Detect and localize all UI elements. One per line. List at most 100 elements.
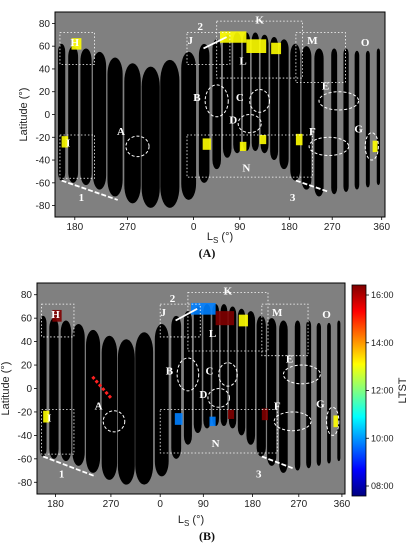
swath-23: [343, 48, 349, 192]
region-label-m: M: [272, 307, 283, 319]
swath-16: [260, 34, 269, 154]
region-label-e: E: [286, 354, 293, 366]
region-label-f: F: [274, 401, 281, 413]
track-3: [295, 179, 330, 193]
colorbar-tick-label: 10:00: [371, 433, 394, 443]
y-tick-label: -60: [36, 178, 51, 189]
ellipse-c: [218, 362, 238, 387]
swath-11: [212, 39, 221, 170]
swath-6: [124, 63, 141, 204]
swath-24: [354, 50, 360, 190]
swath-18: [279, 39, 289, 170]
region-label-2: 2: [197, 21, 203, 33]
y-tick-label: -80: [18, 478, 33, 489]
swath-13: [233, 32, 242, 154]
highlight-5: [238, 314, 248, 327]
region-label-3: 3: [256, 469, 262, 481]
y-tick-label: -40: [18, 431, 33, 442]
swath-22: [294, 320, 301, 471]
swath-26: [376, 48, 381, 186]
region-label-b: B: [166, 365, 174, 377]
x-tick-label: 180: [66, 222, 83, 233]
ellipse-c: [249, 88, 271, 113]
swath-24: [316, 322, 321, 466]
ellipse-e: [318, 91, 360, 111]
panel-label: (A): [199, 246, 216, 260]
swath-20: [267, 318, 277, 466]
swath-19: [290, 43, 301, 181]
x-tick-label: 180: [281, 222, 298, 233]
colorbar-tick-label: 16:00: [371, 290, 394, 300]
ellipse-d: [237, 114, 262, 134]
swath-20: [301, 46, 312, 190]
highlight-8: [333, 415, 339, 428]
swath-21: [279, 320, 288, 473]
region-label-3: 3: [290, 192, 296, 204]
x-tick-label: 270: [324, 222, 341, 233]
swath-5: [85, 329, 101, 473]
region-label-o: O: [322, 309, 331, 321]
y-tick-label: -40: [36, 156, 51, 167]
region-label-b: B: [193, 92, 201, 104]
swath-22: [331, 48, 338, 195]
region-label-g: G: [354, 124, 363, 136]
swath-10: [198, 43, 210, 183]
y-tick-label: 0: [44, 110, 50, 121]
swath-7: [117, 339, 135, 485]
region-label-f: F: [309, 126, 316, 138]
y-tick-label: 60: [39, 42, 51, 53]
swath-2: [68, 46, 79, 183]
x-tick-label: 270: [103, 499, 120, 510]
x-tick-label: 0: [191, 222, 197, 233]
region-label-i: I: [47, 412, 51, 424]
x-tick-label: 90: [234, 222, 246, 233]
region-label-1: 1: [79, 192, 85, 204]
swath-26: [337, 320, 341, 462]
swath-4: [72, 324, 85, 466]
ellipse-a: [125, 135, 150, 158]
data-layer: [39, 291, 341, 485]
region-label-a: A: [117, 126, 125, 138]
region-label-h: H: [51, 309, 60, 321]
highlight-3: [191, 302, 216, 315]
swath-6: [101, 335, 118, 480]
data-layer: [57, 20, 381, 208]
region-label-n: N: [212, 438, 220, 450]
region-label-j: J: [161, 307, 167, 319]
track-1: [42, 455, 96, 478]
ellipse-b: [204, 84, 229, 118]
y-tick-label: 80: [21, 290, 33, 301]
highlight-5: [271, 42, 282, 55]
ellipse-e: [282, 364, 321, 385]
swath-2: [49, 318, 59, 459]
region-label-m: M: [307, 35, 318, 47]
swath-1: [57, 43, 66, 181]
highlight-1: [71, 38, 82, 50]
swath-17: [270, 37, 279, 161]
swath-14: [242, 32, 251, 151]
highlight-4: [246, 39, 267, 53]
region-label-l: L: [239, 55, 246, 67]
region-label-g: G: [316, 398, 325, 410]
region-label-d: D: [199, 389, 207, 401]
colorbar-tick-label: 08:00: [371, 481, 394, 491]
region-label-i: I: [66, 137, 70, 149]
swath-3: [80, 48, 92, 186]
region-label-c: C: [236, 92, 244, 104]
region-label-k: K: [255, 14, 264, 26]
x-tick-label: 0: [157, 499, 163, 510]
swath-3: [60, 320, 72, 462]
highlight-3: [220, 31, 247, 43]
swath-25: [365, 50, 370, 188]
swath-18: [246, 311, 256, 445]
ellipse-a: [102, 410, 126, 433]
x-tick-label: 180: [244, 499, 261, 510]
colorbar: [351, 284, 367, 497]
y-tick-label: -80: [36, 201, 51, 212]
x-tick-label: 180: [47, 499, 64, 510]
swath-8: [135, 332, 154, 485]
track-2: [203, 36, 227, 50]
highlight-9: [209, 416, 216, 427]
region-label-h: H: [71, 37, 80, 49]
y-tick-label: 0: [26, 384, 32, 395]
